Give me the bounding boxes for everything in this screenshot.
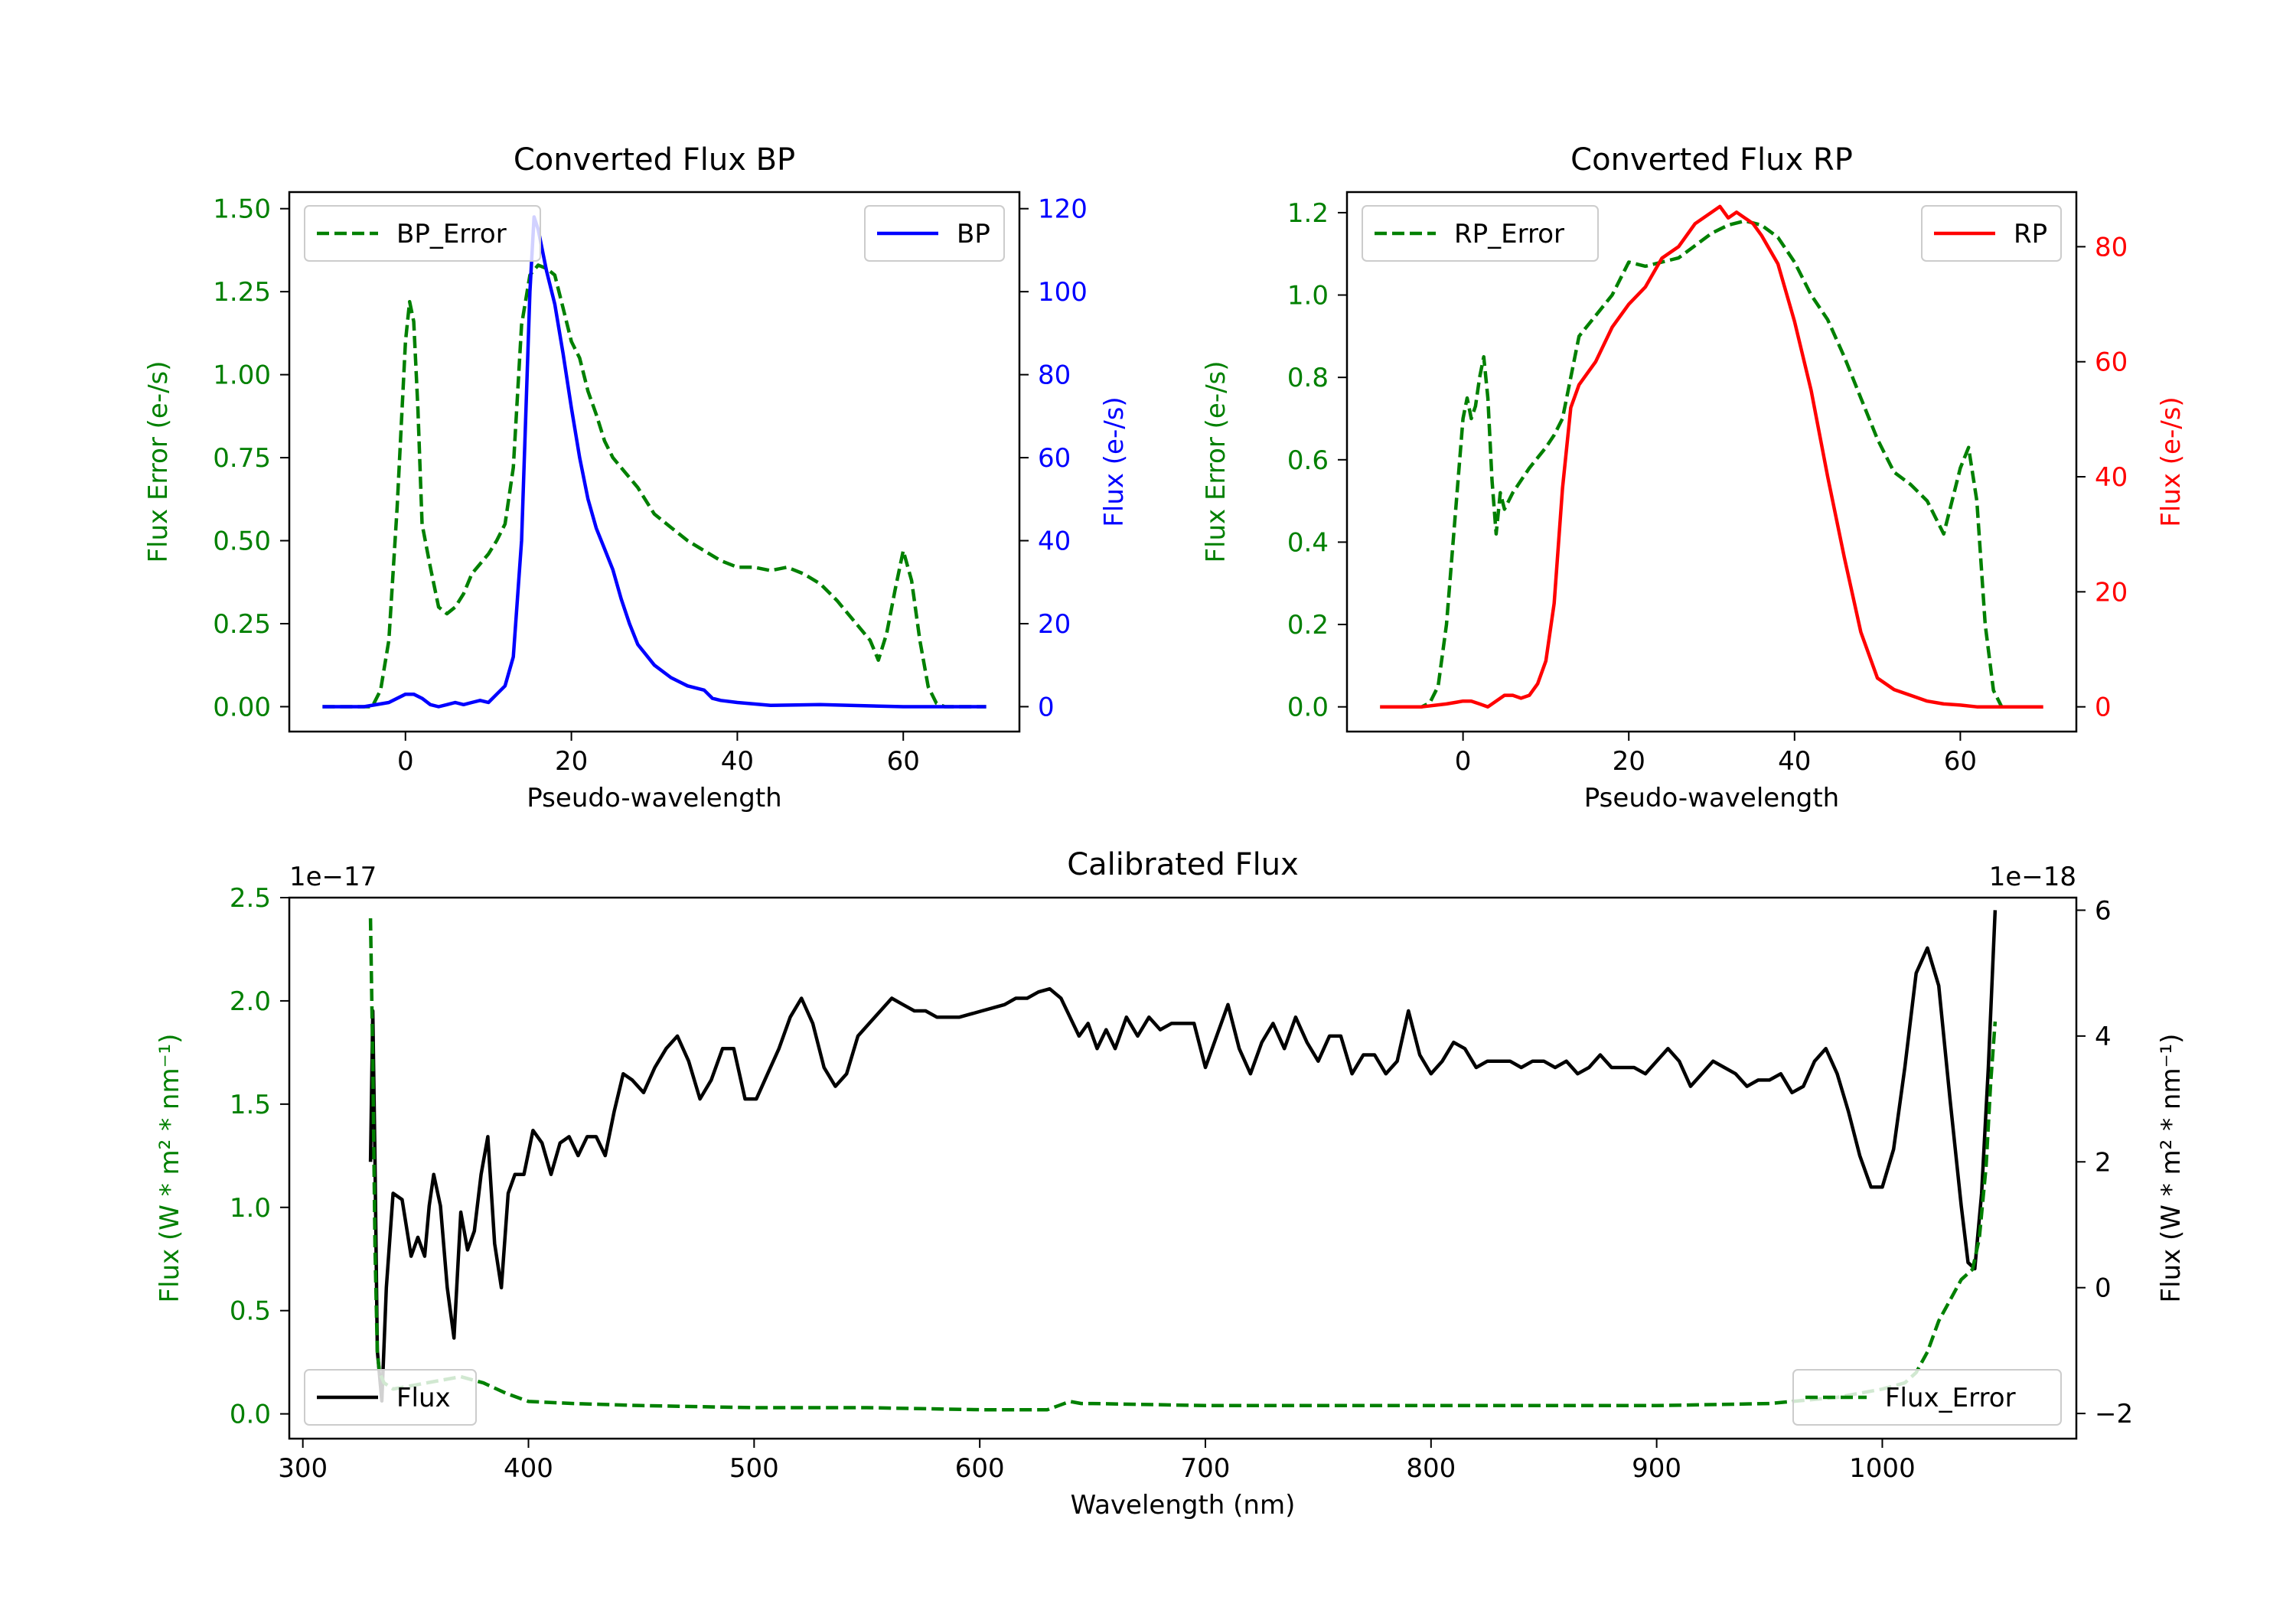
x-tick-label: 0 bbox=[397, 746, 414, 777]
y-right-tick-label: 6 bbox=[2095, 895, 2112, 926]
y-right-tick-label: 0 bbox=[2095, 693, 2112, 723]
y-left-tick-label: 0.5 bbox=[230, 1296, 271, 1327]
y-left-tick-label: 1.0 bbox=[230, 1193, 271, 1224]
legend-label: Flux_Error bbox=[1885, 1383, 2016, 1413]
y-left-axis-label: Flux Error (e-/s) bbox=[143, 360, 174, 562]
x-tick-label: 600 bbox=[955, 1453, 1005, 1484]
legend-label: Flux bbox=[396, 1383, 451, 1413]
legend-label: BP bbox=[957, 219, 990, 249]
y-left-tick-label: 2.5 bbox=[230, 883, 271, 914]
y-left-tick-label: 0.50 bbox=[213, 526, 271, 557]
x-tick-label: 1000 bbox=[1849, 1453, 1916, 1484]
y-left-tick-label: 1.50 bbox=[213, 194, 271, 225]
y-right-tick-label: 120 bbox=[1038, 194, 1088, 225]
y-right-tick-label: 4 bbox=[2095, 1022, 2112, 1052]
plot-frame bbox=[288, 896, 2078, 1440]
x-tick-label: 60 bbox=[1944, 746, 1977, 777]
x-axis-label: Wavelength (nm) bbox=[1071, 1490, 1296, 1521]
x-tick-label: 900 bbox=[1632, 1453, 1681, 1484]
y-left-axis-label: Flux (W * m² * nm⁻¹) bbox=[155, 1034, 185, 1303]
y-right-tick-label: 100 bbox=[1038, 277, 1088, 308]
y-right-tick-label: 40 bbox=[2095, 462, 2128, 493]
legend-bp-error: BP_Error bbox=[304, 205, 541, 262]
plot-frame bbox=[1345, 191, 2078, 733]
y-left-tick-label: 1.2 bbox=[1287, 198, 1329, 229]
y-left-tick-label: 0.2 bbox=[1287, 610, 1329, 641]
y-left-tick-label: 0.0 bbox=[1287, 693, 1329, 723]
y-left-tick-label: 0.00 bbox=[213, 692, 271, 722]
x-tick-label: 700 bbox=[1181, 1453, 1231, 1484]
x-tick-label: 500 bbox=[729, 1453, 779, 1484]
legend-label: RP bbox=[2014, 219, 2047, 249]
y-right-tick-label: 0 bbox=[2095, 1273, 2112, 1304]
x-axis-label: Pseudo-wavelength bbox=[1584, 783, 1839, 813]
legend-box bbox=[304, 205, 541, 262]
y-right-tick-label: 2 bbox=[2095, 1147, 2112, 1178]
y-left-tick-label: 1.00 bbox=[213, 360, 271, 391]
chart-cal: Calibrated Flux 300 400 500 600 700 800 900 1000… bbox=[155, 847, 2187, 1521]
legend-label: RP_Error bbox=[1454, 219, 1564, 249]
y-right-tick-label: 40 bbox=[1038, 526, 1071, 557]
x-tick-label: 20 bbox=[555, 746, 588, 777]
x-tick-label: 60 bbox=[887, 746, 920, 777]
y-right-tick-label: −2 bbox=[2095, 1399, 2133, 1429]
y-left-axis-label: Flux Error (e-/s) bbox=[1201, 360, 1231, 562]
legend-rp: RP bbox=[1921, 205, 2062, 262]
legend-flux: Flux bbox=[304, 1369, 477, 1426]
y-left-tick-label: 0.8 bbox=[1287, 363, 1329, 393]
y-right-tick-label: 60 bbox=[2095, 347, 2128, 378]
x-tick-label: 40 bbox=[721, 746, 754, 777]
x-tick-label: 800 bbox=[1406, 1453, 1456, 1484]
y-left-tick-label: 1.5 bbox=[230, 1090, 271, 1120]
x-tick-label: 400 bbox=[504, 1453, 553, 1484]
x-axis-label: Pseudo-wavelength bbox=[527, 783, 781, 813]
y-right-offset-label: 1e−18 bbox=[1989, 862, 2076, 892]
y-right-tick-label: 80 bbox=[1038, 360, 1071, 391]
legend-box bbox=[304, 1369, 477, 1426]
y-left-tick-label: 0.6 bbox=[1287, 445, 1329, 476]
y-right-tick-label: 60 bbox=[1038, 443, 1071, 474]
y-right-tick-label: 20 bbox=[2095, 577, 2128, 608]
y-left-offset-label: 1e−17 bbox=[289, 862, 377, 892]
y-left-tick-label: 0.0 bbox=[230, 1400, 271, 1430]
chart-rp: Converted Flux RP 0 20 40 60 0.0 0.2 0.4 0.6 0.8 1… bbox=[1201, 142, 2187, 813]
legend-box bbox=[1362, 205, 1599, 262]
y-right-axis-label: Flux (e-/s) bbox=[1099, 396, 1130, 526]
chart-title: Calibrated Flux bbox=[1067, 847, 1299, 882]
y-right-axis-label: Flux (e-/s) bbox=[2156, 396, 2187, 526]
chart-title: Converted Flux RP bbox=[1570, 142, 1853, 178]
y-right-tick-label: 0 bbox=[1038, 692, 1055, 722]
series-line-bp bbox=[322, 215, 987, 709]
y-left-tick-label: 1.25 bbox=[213, 277, 271, 308]
x-tick-label: 0 bbox=[1455, 746, 1472, 777]
series-line-rp-error bbox=[1380, 219, 2043, 709]
x-tick-label: 300 bbox=[278, 1453, 328, 1484]
x-tick-label: 20 bbox=[1613, 746, 1645, 777]
y-left-tick-label: 0.25 bbox=[213, 609, 271, 640]
plot-frame bbox=[288, 191, 1021, 733]
legend-box bbox=[1792, 1369, 2062, 1426]
y-left-tick-label: 1.0 bbox=[1287, 281, 1329, 311]
y-right-tick-label: 20 bbox=[1038, 609, 1071, 640]
series-line-flux bbox=[368, 910, 1998, 1403]
chart-bp: Converted Flux BP 0 20 40 60 0.00 0.25 0.50 0.75… bbox=[143, 142, 1130, 813]
legend-flux-error: Flux_Error bbox=[1792, 1369, 2062, 1426]
legend-label: BP_Error bbox=[396, 219, 507, 249]
series-line-rp bbox=[1380, 204, 2043, 709]
legend-rp-error: RP_Error bbox=[1362, 205, 1599, 262]
y-left-tick-label: 0.75 bbox=[213, 443, 271, 474]
y-left-tick-label: 0.4 bbox=[1287, 527, 1329, 558]
y-right-axis-label: Flux (W * m² * nm⁻¹) bbox=[2156, 1034, 2187, 1303]
y-right-tick-label: 80 bbox=[2095, 232, 2128, 262]
x-tick-label: 40 bbox=[1778, 746, 1811, 777]
chart-title: Converted Flux BP bbox=[514, 142, 795, 178]
y-left-tick-label: 2.0 bbox=[230, 986, 271, 1017]
series-line-bp-error bbox=[322, 263, 987, 709]
legend-bp: BP bbox=[864, 205, 1005, 262]
